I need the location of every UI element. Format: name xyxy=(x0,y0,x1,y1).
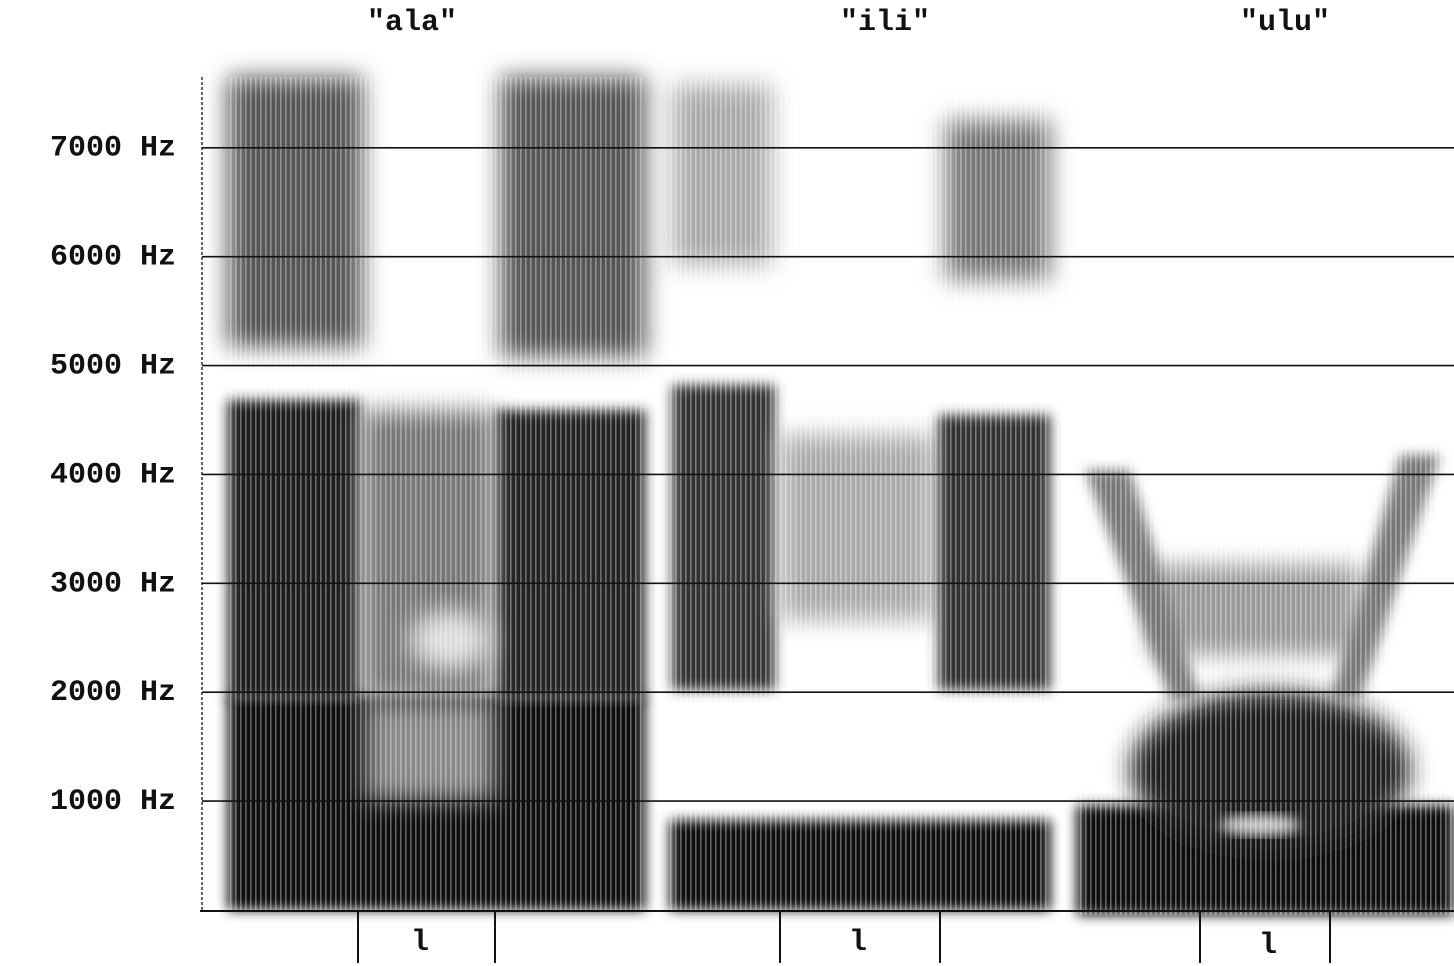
y-tick-label: 2000 Hz xyxy=(50,676,176,710)
spectrogram-panel-ulu xyxy=(1077,77,1454,915)
segment-label: l xyxy=(1259,929,1277,963)
chart: "ala" "ili" "ulu" l l l 1000 Hz 2000 Hz 30… xyxy=(0,0,1454,966)
spectrogram-panel-ala xyxy=(228,77,645,910)
page: "ala" "ili" "ulu" l l l 1000 Hz 2000 Hz 30… xyxy=(0,0,1454,966)
spectrogram-texture xyxy=(228,77,645,910)
spectrogram-texture xyxy=(1077,77,1454,915)
y-tick-label: 4000 Hz xyxy=(50,458,176,492)
panel-title: "ulu" xyxy=(1240,6,1330,40)
y-tick-label: 5000 Hz xyxy=(50,349,176,383)
panel-title: "ala" xyxy=(367,6,457,40)
segment-label: l xyxy=(411,926,429,960)
panel-title: "ili" xyxy=(840,6,930,40)
y-tick-label: 3000 Hz xyxy=(50,567,176,601)
y-tick-label: 7000 Hz xyxy=(50,132,176,166)
y-tick-label: 1000 Hz xyxy=(50,785,176,819)
spectrogram-texture xyxy=(670,77,1050,910)
segment-label: l xyxy=(849,926,867,960)
spectrogram-panel-ili xyxy=(670,77,1050,910)
y-tick-label: 6000 Hz xyxy=(50,241,176,275)
segment-markers xyxy=(358,912,1330,963)
